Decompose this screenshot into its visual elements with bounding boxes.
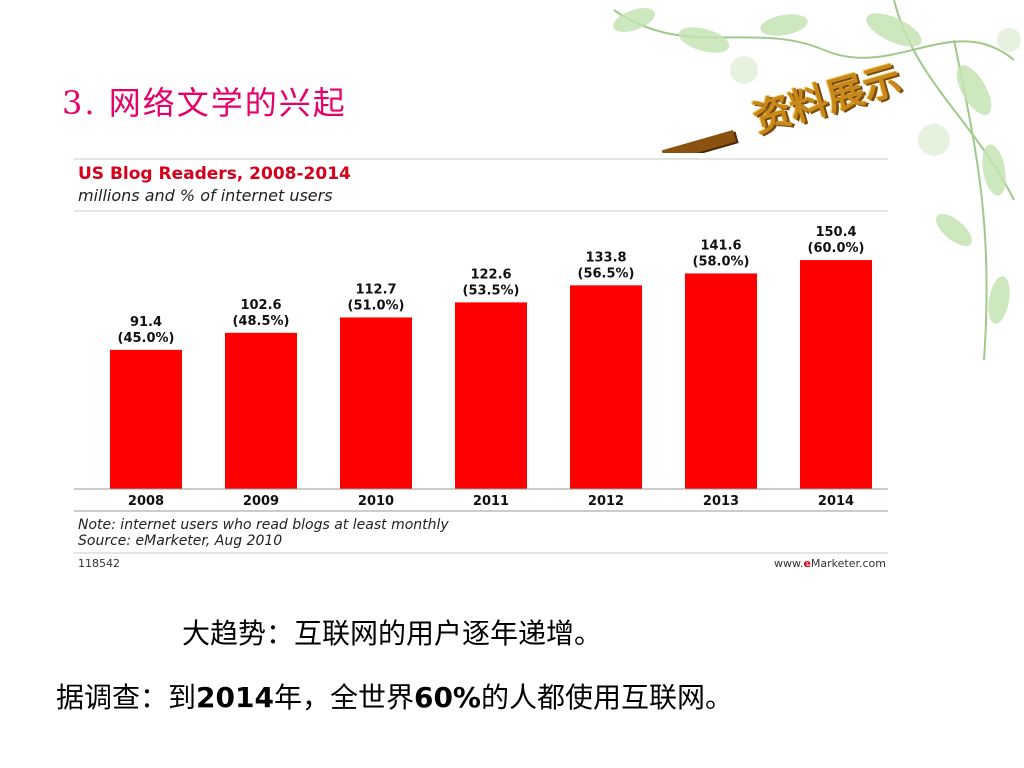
summary-line-2: 据调查：到2014年，全世界60%的人都使用互联网。 (56, 681, 734, 714)
chart-note: Note: internet users who read blogs at l… (78, 517, 449, 533)
x-tick-label: 2010 (358, 494, 394, 509)
bar-percent-label: (60.0%) (808, 241, 865, 256)
bar-percent-label: (56.5%) (578, 266, 635, 281)
x-tick-label: 2011 (473, 494, 509, 509)
bar-percent-label: (45.0%) (118, 331, 175, 346)
bar-percent-label: (48.5%) (233, 314, 290, 329)
x-tick-label: 2012 (588, 494, 624, 509)
floral-decoration (613, 0, 1021, 361)
x-tick-label: 2013 (703, 494, 739, 509)
x-tick-label: 2009 (243, 494, 279, 509)
bars-layer: 91.4(45.0%) 2008 102.6(48.5%) 2009 112.7(51.… (110, 225, 872, 509)
bar-2010 (340, 317, 412, 489)
bar-2008 (110, 349, 182, 489)
chart-canvas: US Blog Readers, 2008-2014 millions and … (68, 153, 894, 573)
bar-2013 (685, 273, 757, 489)
x-tick-label: 2008 (128, 494, 164, 509)
bar-value-label: 141.6 (700, 238, 741, 253)
bar-value-label: 150.4 (815, 225, 856, 240)
bar-percent-label: (53.5%) (463, 283, 520, 298)
bar-2009 (225, 332, 297, 489)
chart-source: Source: eMarketer, Aug 2010 (78, 533, 282, 549)
bar-value-label: 102.6 (240, 298, 281, 313)
bar-percent-label: (58.0%) (693, 254, 750, 269)
bar-chart: US Blog Readers, 2008-2014 millions and … (68, 153, 894, 573)
bar-2012 (570, 285, 642, 489)
summary-line-1: 大趋势：互联网的用户逐年递增。 (182, 617, 603, 650)
bar-2014 (800, 260, 872, 489)
x-tick-label: 2014 (818, 494, 854, 509)
chart-id: 118542 (78, 557, 120, 570)
bar-value-label: 133.8 (585, 250, 626, 265)
bar-2011 (455, 302, 527, 489)
bar-value-label: 91.4 (130, 315, 162, 330)
slide-heading: 3. 网络文学的兴起 (62, 84, 347, 122)
bar-value-label: 122.6 (470, 267, 511, 282)
chart-subtitle: millions and % of internet users (78, 186, 333, 205)
section-badge-label: 资料展示 (747, 55, 907, 141)
section-badge: 资料展示 (640, 40, 980, 162)
chart-title: US Blog Readers, 2008-2014 (78, 164, 351, 184)
bar-percent-label: (51.0%) (348, 298, 405, 313)
emarketer-brand: www.eMarketer.com (774, 557, 886, 570)
bar-value-label: 112.7 (355, 282, 396, 297)
